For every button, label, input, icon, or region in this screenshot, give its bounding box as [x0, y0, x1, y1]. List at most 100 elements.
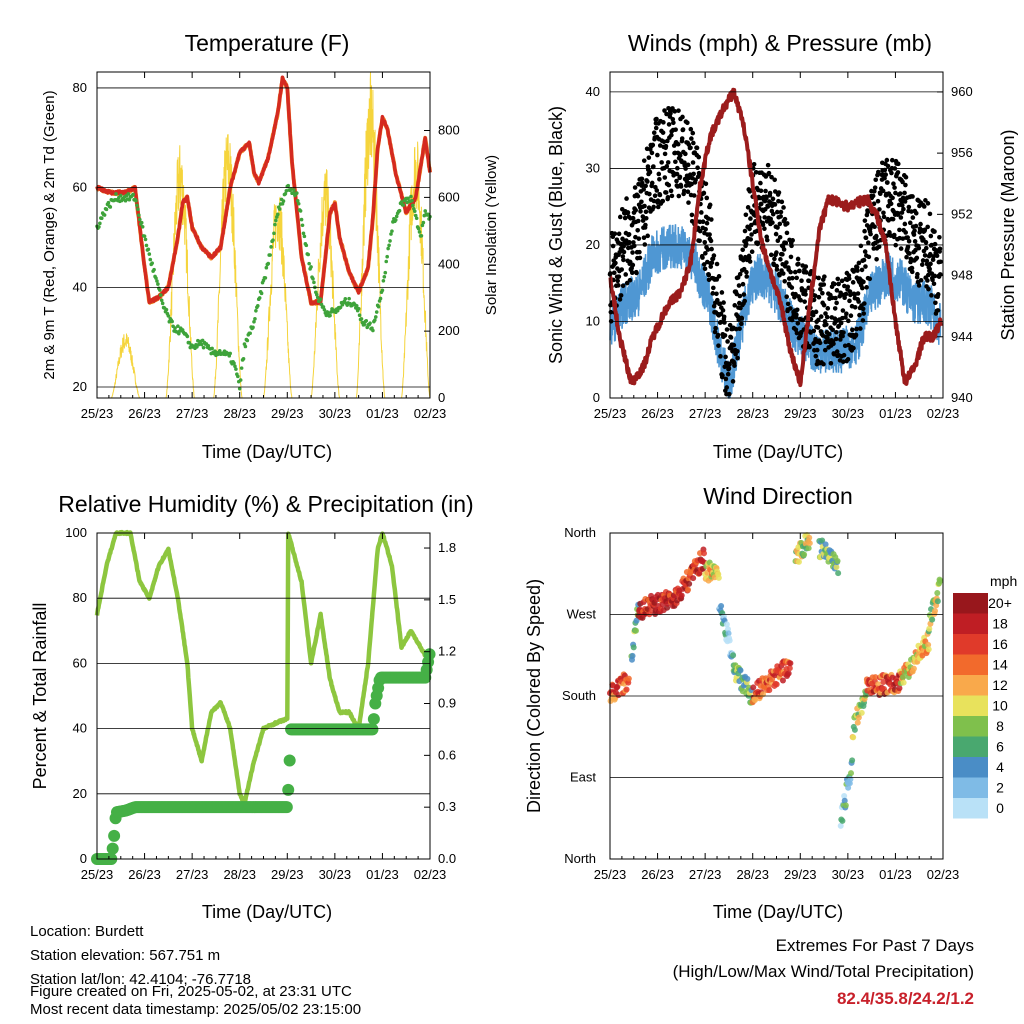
gust-point: [909, 269, 915, 275]
dewpoint-point: [318, 297, 323, 301]
gust-point: [613, 260, 618, 266]
created-text: Figure created on Fri, 2025-05-02, at 23…: [30, 983, 352, 1000]
gust-point: [709, 260, 715, 266]
speed-colorbar: mph 20+ 18 16 14 12 10 8 6 4 2 0: [953, 573, 1017, 819]
gust-point: [803, 264, 809, 269]
gust-point: [640, 214, 646, 219]
gust-point: [701, 190, 707, 196]
gust-point: [778, 214, 783, 219]
gust-point: [806, 278, 812, 284]
gust-point: [913, 223, 919, 229]
gust-point: [776, 198, 781, 204]
dewpoint-point: [140, 225, 145, 229]
y-tick-label: 30: [586, 160, 600, 175]
gust-point: [743, 212, 749, 218]
gust-point: [824, 314, 830, 320]
dewpoint-point: [98, 221, 102, 226]
humidity-panel: 25/23 26/23 27/23 28/23 29/23 30/23 01/23 02/23…: [65, 525, 456, 882]
dewpoint-point: [315, 295, 320, 300]
direction-point: [629, 652, 636, 659]
direction-point: [925, 646, 932, 653]
dewpoint-point: [302, 234, 307, 239]
gust-point: [651, 198, 657, 204]
dewpoint-point: [233, 364, 237, 369]
precipitation-point: [367, 713, 380, 726]
x-tick-label: 25/23: [81, 406, 114, 421]
gust-point: [677, 153, 683, 158]
gust-point: [854, 264, 860, 270]
colorbar-label: 12: [992, 677, 1008, 693]
gust-point: [860, 318, 866, 323]
gust-point: [638, 209, 643, 214]
gust-point: [823, 311, 828, 316]
dewpoint-point: [263, 276, 268, 280]
gust-point: [725, 339, 730, 344]
gust-point: [910, 194, 915, 199]
dewpoint-point: [312, 280, 316, 285]
latlon-text: Station lat/lon: 42.4104; -76.7718: [30, 971, 251, 988]
colorbar-label: 20+: [988, 595, 1012, 611]
gust-point: [822, 274, 827, 279]
dewpoint-point: [374, 310, 379, 314]
gust-point: [721, 314, 727, 320]
gust-point: [834, 288, 840, 293]
gust-point: [779, 199, 785, 205]
gust-point: [702, 266, 708, 272]
gust-point: [834, 300, 839, 306]
gust-point: [845, 356, 851, 362]
gust-point: [769, 174, 774, 180]
gust-point: [934, 253, 940, 259]
y-tick-label: North: [564, 525, 596, 540]
gust-point: [835, 276, 841, 282]
gust-point: [639, 176, 645, 182]
gust-point: [876, 244, 882, 249]
dewpoint-point: [238, 378, 243, 382]
dewpoint-point: [390, 229, 394, 233]
dewpoint-point: [245, 338, 250, 343]
dewpoint-point: [253, 317, 257, 321]
direction-point: [795, 558, 802, 565]
x-tick-label: 27/23: [176, 867, 209, 882]
gust-point: [770, 211, 776, 217]
direction-point: [623, 686, 630, 693]
direction-point: [925, 641, 932, 648]
gust-point: [821, 302, 827, 308]
dewpoint-point: [373, 315, 378, 319]
direction-point: [841, 792, 848, 799]
gust-point: [616, 274, 622, 279]
dewpoint-point: [264, 265, 269, 270]
dewpoint-point: [275, 212, 280, 217]
gust-point: [906, 204, 912, 210]
gust-point: [748, 222, 754, 228]
dewpoint-point: [201, 345, 206, 350]
gust-point: [704, 195, 710, 201]
gust-point: [913, 247, 918, 253]
gust-point: [925, 224, 930, 230]
gust-point: [674, 171, 680, 177]
y-tick-label: 0: [593, 390, 600, 405]
gust-point: [774, 267, 780, 272]
gust-point: [690, 130, 696, 136]
gust-point: [689, 181, 694, 187]
x-tick-label: 27/23: [689, 867, 722, 882]
gust-point: [916, 283, 922, 288]
gust-point: [796, 261, 801, 267]
y-tick-label: South: [562, 688, 596, 703]
gust-point: [931, 281, 937, 287]
dewpoint-point: [137, 213, 141, 217]
x-tick-label: 02/23: [927, 867, 960, 882]
gust-point: [709, 246, 714, 252]
x-tick-label: 30/23: [319, 406, 352, 421]
direction-point: [779, 677, 786, 684]
x-tick-label: 02/23: [927, 406, 960, 421]
gust-point: [778, 209, 784, 215]
gust-point: [650, 142, 656, 148]
gust-point: [723, 354, 728, 360]
dewpoint-point: [176, 324, 180, 329]
direction-point: [751, 697, 758, 704]
gust-point: [909, 265, 915, 271]
dewpoint-point: [170, 319, 174, 324]
dewpoint-point: [307, 261, 311, 266]
gust-point: [902, 199, 908, 204]
direction-point: [841, 797, 848, 804]
